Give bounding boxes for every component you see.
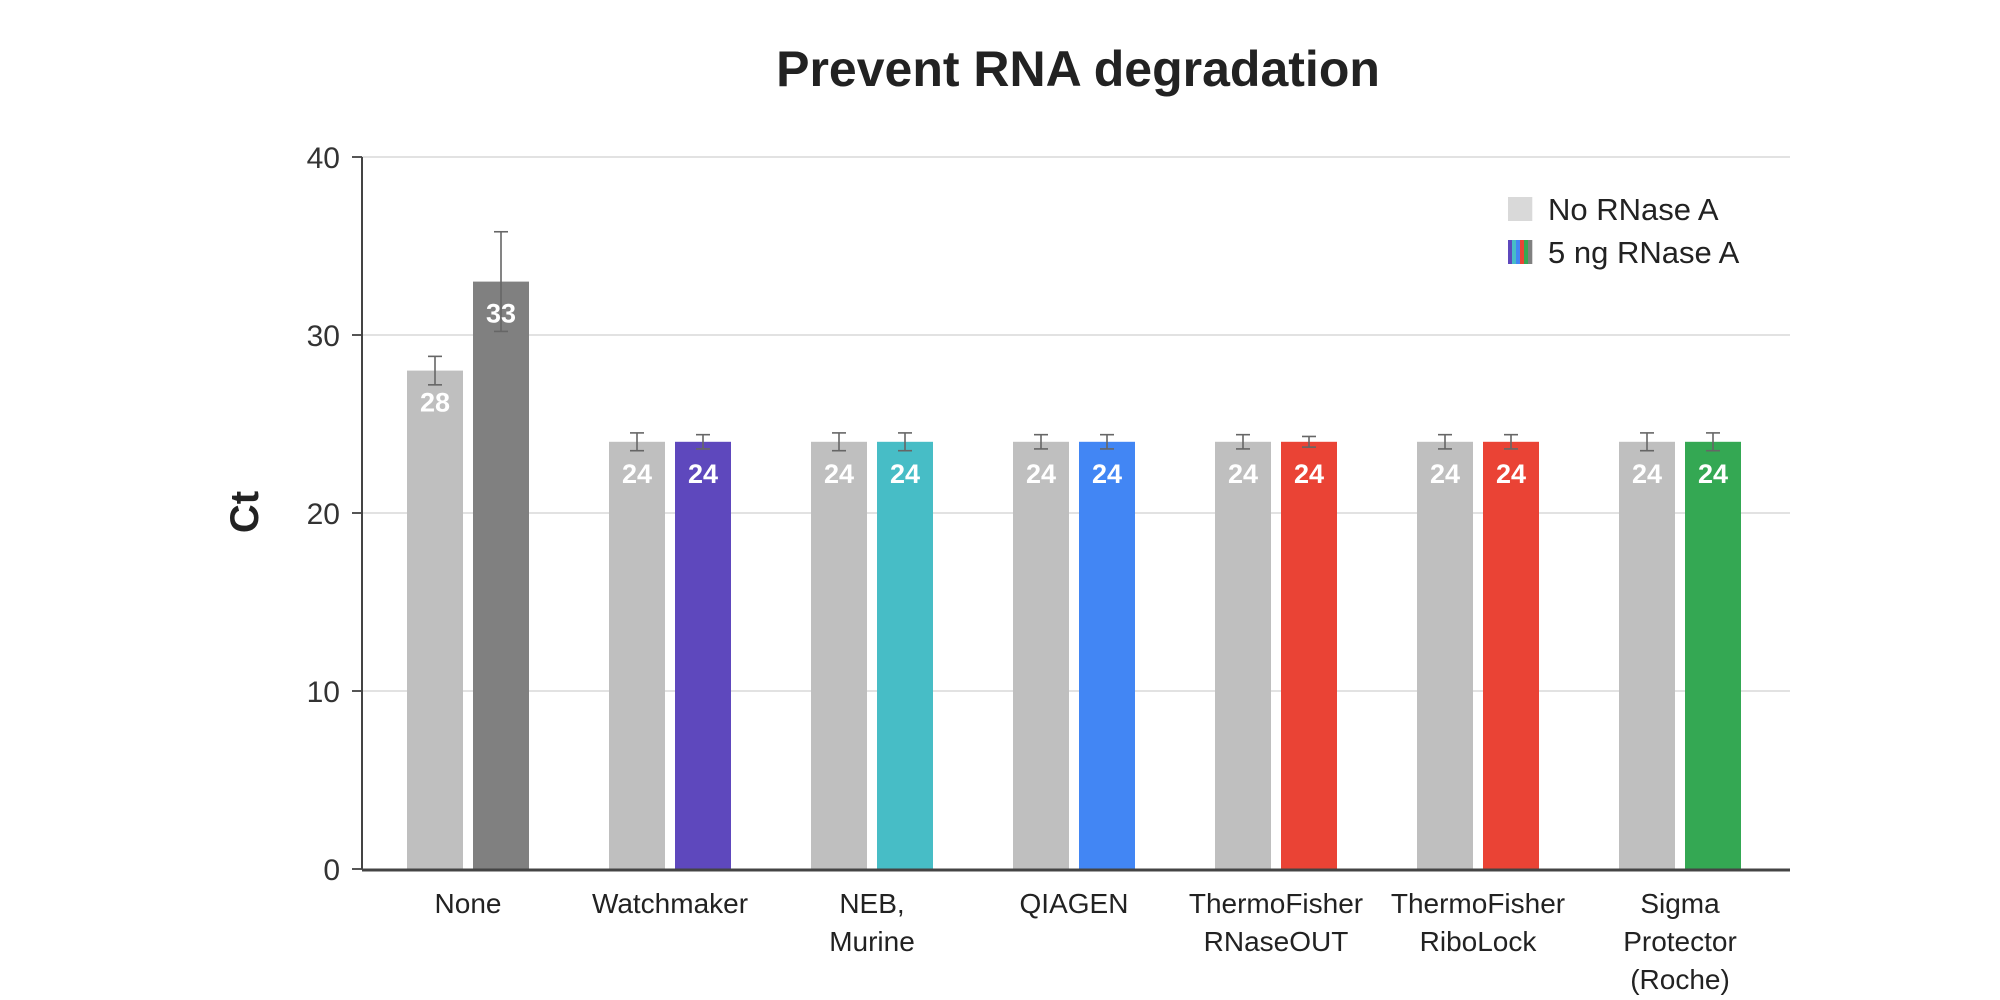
data-label: 24 — [1026, 459, 1056, 489]
bar-no-rnase-4 — [1215, 441, 1271, 869]
bar-no-rnase-2 — [811, 441, 867, 869]
y-tick-label: 20 — [307, 498, 340, 531]
data-label: 28 — [420, 388, 450, 418]
gridlines — [362, 156, 1790, 692]
x-category-label: (Roche) — [1630, 964, 1730, 995]
data-label: 33 — [486, 299, 516, 329]
bar-rnase-2 — [877, 441, 933, 869]
legend-swatch-1 — [1524, 240, 1529, 264]
data-label: 24 — [1294, 459, 1324, 489]
bar-rnase-5 — [1483, 441, 1539, 869]
data-label: 24 — [1228, 459, 1258, 489]
legend: No RNase A 5 ng RNase A — [1508, 192, 1740, 270]
chart-title: Prevent RNA degradation — [776, 41, 1380, 97]
bars: 28 24 24 24 24 24 24 33 24 24 24 24 24 24 — [407, 230, 1741, 870]
x-category-label: ThermoFisher — [1189, 888, 1363, 919]
data-label: 24 — [890, 459, 920, 489]
bar-no-rnase-6 — [1619, 441, 1675, 869]
axes: 0 10 20 30 40 None Watchmaker NEB, Murine QIAGEN T… — [307, 142, 1790, 995]
bar-no-rnase-5 — [1417, 441, 1473, 869]
bar-rnase-4 — [1281, 441, 1337, 869]
legend-swatch-1 — [1528, 240, 1533, 264]
x-category-label: Sigma — [1640, 888, 1720, 919]
x-category-label: Protector — [1623, 926, 1737, 957]
bar-no-rnase-1 — [609, 441, 665, 869]
y-tick-label: 10 — [307, 676, 340, 709]
x-category-label: Watchmaker — [592, 888, 748, 919]
legend-label: 5 ng RNase A — [1548, 235, 1740, 270]
data-label: 24 — [1496, 459, 1526, 489]
data-label: 24 — [1632, 459, 1662, 489]
x-category-label: RNaseOUT — [1204, 926, 1349, 957]
legend-label: No RNase A — [1548, 192, 1719, 227]
bar-no-rnase-0 — [407, 370, 463, 869]
bar-rnase-0 — [473, 281, 529, 870]
y-axis-label: Ct — [223, 491, 267, 533]
x-category-label: QIAGEN — [1020, 888, 1129, 919]
bar-rnase-6 — [1685, 441, 1741, 869]
x-category-label: ThermoFisher — [1391, 888, 1565, 919]
x-category-label: NEB, — [839, 888, 904, 919]
data-label: 24 — [1430, 459, 1460, 489]
bar-rnase-3 — [1079, 441, 1135, 869]
legend-swatch-1 — [1512, 240, 1517, 264]
data-label: 24 — [1698, 459, 1728, 489]
legend-swatch-0 — [1508, 197, 1533, 221]
x-category-label: RiboLock — [1420, 926, 1538, 957]
data-label: 24 — [824, 459, 854, 489]
bar-rnase-1 — [675, 441, 731, 869]
data-label: 24 — [1092, 459, 1122, 489]
legend-swatch-1 — [1520, 240, 1525, 264]
legend-swatch-1 — [1516, 240, 1521, 264]
bar-no-rnase-3 — [1013, 441, 1069, 869]
data-label: 24 — [688, 459, 718, 489]
y-tick-label: 40 — [307, 142, 340, 175]
y-tick-label: 30 — [307, 320, 340, 353]
x-category-label: None — [435, 888, 502, 919]
legend-swatch-1 — [1508, 240, 1513, 264]
x-category-label: Murine — [829, 926, 915, 957]
data-label: 24 — [622, 459, 652, 489]
y-tick-label: 0 — [323, 854, 340, 887]
